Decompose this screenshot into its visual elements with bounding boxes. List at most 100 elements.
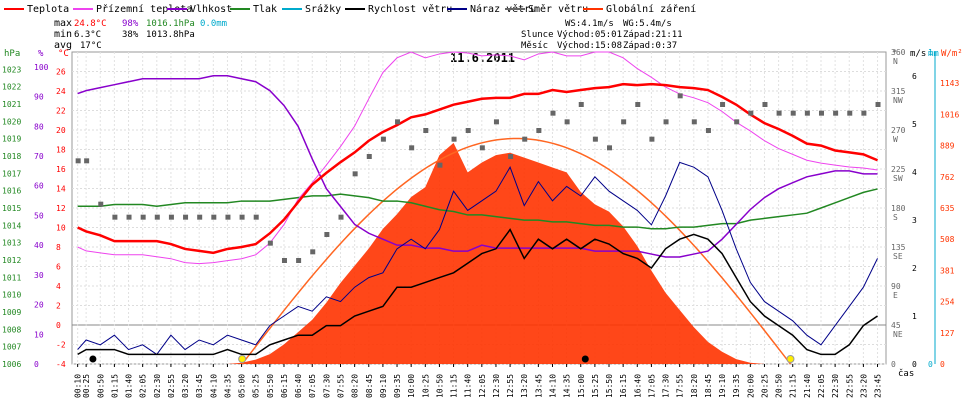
x-tick-label: 00:25 <box>82 374 91 398</box>
y-tick-degc: 6 <box>56 263 61 272</box>
y-tick-pct: 20 <box>34 301 44 310</box>
x-tick-label: 22:30 <box>831 374 840 398</box>
x-tick-label: 15:50 <box>605 374 614 398</box>
y-tick-mm: 1 <box>928 48 933 57</box>
x-tick-label: 01:40 <box>125 374 134 398</box>
wind-dir-point <box>663 119 669 125</box>
y-tick-wm2: 635 <box>940 204 955 213</box>
x-tick-label: 22:05 <box>817 374 826 398</box>
legend-label-ground-temp: Přízemní teplota <box>96 3 192 15</box>
radiation-fill <box>77 142 878 364</box>
x-tick-label: 18:20 <box>690 374 699 398</box>
legend-item-rain: Srážky <box>282 3 341 15</box>
y-tick-pct: 0 <box>34 360 39 369</box>
y-tick-hpa: 1023 <box>2 65 21 74</box>
radiation-area <box>77 142 878 364</box>
legend-item-gust: Náraz větru <box>447 3 536 15</box>
info-block: WS:4.1m/s WG:5.4m/s Slunce Východ:05:01 … <box>521 19 683 51</box>
legend-label-humidity: Vlhkost <box>190 4 232 15</box>
wind-dir-point <box>423 128 429 133</box>
x-tick-label: 07:55 <box>337 374 346 398</box>
wind-dir-point <box>847 110 853 116</box>
wind-dir-point <box>479 145 485 151</box>
y-tick-dir: 45 <box>891 321 901 330</box>
series-line-p-zemn-teplota <box>77 51 878 265</box>
axis-unit-wm2: W/m² <box>941 49 963 59</box>
wind-dir-point <box>366 154 372 159</box>
x-tick-label: 11:40 <box>464 374 473 398</box>
x-tick-label: 05:50 <box>266 374 275 398</box>
wind-dir-point <box>253 214 259 220</box>
x-tick-label: 16:40 <box>633 374 642 398</box>
y-tick-dir: 360 <box>891 48 906 57</box>
y-tick-pct: 80 <box>34 122 44 131</box>
stat-max-hum: 98% <box>122 19 139 29</box>
y-tick-ms: 3 <box>912 216 917 225</box>
stat-max-temp: 24.8°C <box>74 19 107 29</box>
y-tick-pct: 100 <box>34 63 49 72</box>
wind-dir-point <box>720 102 726 107</box>
y-tick-degc: 20 <box>56 126 66 135</box>
x-tick-label: 10:50 <box>435 374 444 398</box>
wind-dir-point <box>126 214 132 220</box>
axis-unit-ms: m/s <box>910 49 926 59</box>
y-tick-dir-compass: SE <box>893 252 903 261</box>
legend-label-wind-speed: Rychlost větru <box>368 3 452 15</box>
y-tick-hpa: 1007 <box>2 343 21 352</box>
y-tick-degc: -4 <box>56 360 66 369</box>
legend-item-wind-dir: Směr větru <box>505 3 588 15</box>
wind-dir-point <box>211 214 217 220</box>
y-tick-wm2: 889 <box>940 142 955 151</box>
wind-dir-point <box>225 214 231 220</box>
x-tick-label: 05:00 <box>238 374 247 398</box>
y-tick-dir-compass: E <box>893 291 898 300</box>
x-tick-label: 00:50 <box>96 374 105 398</box>
sun-rise: Východ:05:01 <box>557 30 622 40</box>
x-tick-label: 17:55 <box>676 374 685 398</box>
wind-dir-point <box>804 110 810 116</box>
wind-dir-point <box>550 110 556 116</box>
legend-label-wind-dir: Směr větru <box>528 3 588 15</box>
x-tick-label: 12:55 <box>506 374 515 398</box>
y-tick-dir: 315 <box>891 87 906 96</box>
y-tick-dir: 270 <box>891 126 906 135</box>
wind-dir-point <box>861 110 867 116</box>
legend-label-radiation: Globální záření <box>606 3 696 15</box>
wind-dir-point <box>352 171 358 177</box>
x-tick-label: 02:05 <box>139 374 148 398</box>
wind-dir-point <box>380 136 386 142</box>
moon-rise: Východ:15:08 <box>557 41 622 51</box>
x-tick-label: 21:15 <box>789 374 798 398</box>
sunrise-marker <box>238 355 247 363</box>
stat-avg-temp: 17°C <box>80 41 102 51</box>
y-tick-hpa: 1017 <box>2 169 21 178</box>
series-line-vlhkost <box>77 75 878 258</box>
x-tick-label: 06:40 <box>294 374 303 398</box>
wind-dir-point <box>465 128 471 133</box>
stat-max-rain: 0.0mm <box>200 19 227 29</box>
wind-dir-point <box>267 240 273 246</box>
x-tick-label: 07:05 <box>308 374 317 398</box>
wind-dir-point <box>493 119 499 125</box>
y-tick-dir-compass: N <box>893 57 898 66</box>
y-axes: 1023102210211020101910181017101610151014… <box>2 48 959 369</box>
stat-max-press: 1016.1hPa <box>146 19 195 29</box>
x-tick-label: 16:15 <box>619 374 628 398</box>
y-tick-wm2: 254 <box>940 298 955 307</box>
axis-unit-pct: % <box>38 49 44 59</box>
clear-sky-curve <box>241 137 792 365</box>
series-line-n-raz-v-tru <box>77 161 878 356</box>
stat-min-temp: 6.3°C <box>74 30 101 40</box>
y-tick-dir-compass: W <box>893 135 898 144</box>
sun-set: Západ:21:11 <box>623 30 683 40</box>
x-tick-label: 06:15 <box>280 374 289 398</box>
y-tick-wm2: 0 <box>940 360 945 369</box>
wind-dir-point <box>621 119 627 125</box>
x-tick-label: 02:30 <box>153 374 162 398</box>
legend-label-pressure: Tlak <box>253 4 277 15</box>
y-tick-hpa: 1013 <box>2 239 21 248</box>
legend-item-radiation: Globální záření <box>583 3 696 15</box>
x-tick-label: 14:10 <box>548 374 557 398</box>
y-tick-degc: 22 <box>56 107 66 116</box>
y-tick-wm2: 381 <box>940 266 955 275</box>
